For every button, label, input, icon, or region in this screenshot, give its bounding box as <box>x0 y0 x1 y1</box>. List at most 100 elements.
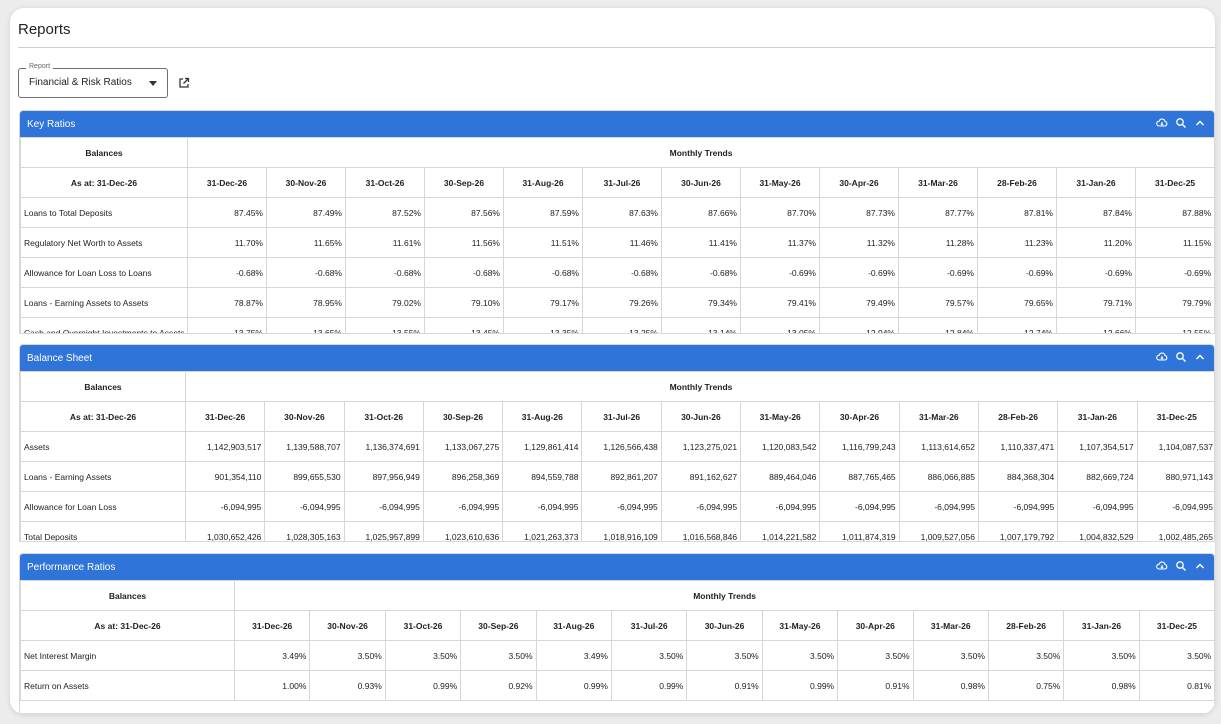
table-cell: 13.45% <box>424 317 504 333</box>
panel-title[interactable]: Balance Sheet <box>27 353 93 364</box>
column-header-date[interactable]: 28-Feb-26 <box>987 610 1065 641</box>
table-cell: 1.00% <box>233 670 311 701</box>
table-cell: 13.75% <box>187 317 267 333</box>
table-cell: 3.50% <box>460 640 537 671</box>
column-header-date[interactable]: 30-Jun-26 <box>660 401 742 432</box>
column-header-date[interactable]: 31-Aug-26 <box>503 167 583 198</box>
column-header-date[interactable]: 31-Jan-26 <box>1057 401 1138 432</box>
column-header-date[interactable]: 31-Aug-26 <box>502 401 583 432</box>
column-header-date[interactable]: 30-Jun-26 <box>661 167 741 198</box>
column-header-date[interactable]: 31-Oct-26 <box>384 610 462 641</box>
column-header-date[interactable]: 31-Oct-26 <box>343 401 424 432</box>
column-header-date[interactable]: 31-Jul-26 <box>610 610 688 641</box>
column-header-date[interactable]: 31-Jul-26 <box>582 167 662 198</box>
panel-key-ratios: Key Ratios Balances Monthly Trends As at: … <box>19 110 1215 334</box>
column-header-date[interactable]: 31-Dec-25 <box>1134 167 1214 198</box>
table-cell: -6,094,995 <box>660 491 742 522</box>
table-cell: 3.50% <box>610 640 688 671</box>
table-cell: 3.50% <box>837 640 914 671</box>
panel-title[interactable]: Performance Ratios <box>27 562 116 573</box>
table-cell: 13.55% <box>345 317 425 333</box>
cloud-download-icon[interactable] <box>1156 351 1168 363</box>
table-cell: 1,139,588,707 <box>264 431 345 462</box>
search-icon[interactable] <box>1175 117 1187 129</box>
table-cell: -0.69% <box>1056 257 1136 288</box>
column-header-date[interactable]: 31-Mar-26 <box>898 401 979 432</box>
table-row: Loans - Earning Assets to Assets 78.87% 78… <box>20 287 1214 318</box>
column-header-date[interactable]: 31-Dec-26 <box>187 167 267 198</box>
column-header-date[interactable]: 30-Nov-26 <box>266 167 346 198</box>
column-header-date[interactable]: 28-Feb-26 <box>977 167 1057 198</box>
table-cell: 0.98% <box>1063 670 1140 701</box>
table-cell: 3.50% <box>912 640 989 671</box>
table-cell: 11.32% <box>819 227 899 258</box>
column-header-date[interactable]: 30-Sep-26 <box>424 167 504 198</box>
column-header-date[interactable]: 30-Apr-26 <box>819 167 899 198</box>
column-header-date[interactable]: 31-Mar-26 <box>912 610 989 641</box>
header-row: Balances Monthly Trends <box>20 580 1214 611</box>
column-header-date[interactable]: 31-Dec-25 <box>1138 610 1214 641</box>
table-cell: 11.51% <box>503 227 583 258</box>
column-header-date[interactable]: 31-Aug-26 <box>535 610 612 641</box>
column-header-date[interactable]: 31-Dec-25 <box>1136 401 1214 432</box>
column-header-date[interactable]: 31-May-26 <box>761 610 839 641</box>
cloud-download-icon[interactable] <box>1156 117 1168 129</box>
panel-header: Key Ratios <box>20 111 1214 137</box>
table-cell: 0.93% <box>309 670 386 701</box>
table-cell: 1,123,275,021 <box>660 431 742 462</box>
column-header-date[interactable]: 28-Feb-26 <box>977 401 1059 432</box>
column-header-date[interactable]: 31-Mar-26 <box>898 167 978 198</box>
column-header-date[interactable]: 30-Apr-26 <box>837 610 914 641</box>
table-cell: -0.68% <box>345 257 425 288</box>
column-header-date[interactable]: 31-Jan-26 <box>1056 167 1136 198</box>
panel-performance-ratios: Performance Ratios Balances Monthly Trend… <box>19 553 1215 714</box>
chevron-down-icon <box>149 81 157 86</box>
column-header-date[interactable]: 30-Nov-26 <box>264 401 345 432</box>
column-header-date[interactable]: 30-Sep-26 <box>422 401 504 432</box>
table-cell: 13.35% <box>503 317 583 333</box>
date-header-row: As at: 31-Dec-26 31-Dec-26 30-Nov-26 31-Oct… <box>20 401 1214 432</box>
column-header-date[interactable]: 31-May-26 <box>740 401 821 432</box>
search-icon[interactable] <box>1175 560 1187 572</box>
chevron-up-icon[interactable] <box>1194 351 1206 363</box>
table-cell: 13.65% <box>266 317 346 333</box>
chevron-up-icon[interactable] <box>1194 117 1206 129</box>
chevron-up-icon[interactable] <box>1194 560 1206 572</box>
table-cell: 79.41% <box>740 287 820 318</box>
table-cell: 87.73% <box>819 197 899 228</box>
page-title: Reports <box>18 21 71 38</box>
column-header-date[interactable]: 31-May-26 <box>740 167 820 198</box>
cloud-download-icon[interactable] <box>1156 560 1168 572</box>
column-header-date[interactable]: 31-Jul-26 <box>581 401 662 432</box>
table-cell: 884,368,304 <box>977 461 1059 492</box>
panel-title[interactable]: Key Ratios <box>27 119 76 130</box>
table-row: Net Interest Margin 3.49% 3.50% 3.50% 3.50% 3… <box>20 640 1214 671</box>
column-header-date[interactable]: 30-Apr-26 <box>819 401 900 432</box>
search-icon[interactable] <box>1175 351 1187 363</box>
row-label: Regulatory Net Worth to Assets <box>20 227 188 258</box>
reports-card: Reports Report Financial & Risk Ratios K… <box>10 8 1215 714</box>
column-header-date[interactable]: 31-Oct-26 <box>345 167 425 198</box>
table-cell: 1,142,903,517 <box>184 431 266 462</box>
column-header-date[interactable]: 30-Jun-26 <box>686 610 763 641</box>
table-cell: 887,765,465 <box>819 461 900 492</box>
column-header-date[interactable]: 30-Nov-26 <box>309 610 386 641</box>
table-cell: 87.52% <box>345 197 425 228</box>
table-cell: 0.75% <box>987 670 1065 701</box>
as-at-header: As at: 31-Dec-26 <box>20 610 235 641</box>
column-header-date[interactable]: 30-Sep-26 <box>460 610 537 641</box>
table-cell: 891,162,627 <box>660 461 742 492</box>
column-header-date[interactable]: 31-Dec-26 <box>184 401 266 432</box>
table-cell: 1,030,652,426 <box>184 521 266 541</box>
open-in-new-icon[interactable] <box>178 77 190 89</box>
row-label: Return on Assets <box>20 670 235 701</box>
table-cell: 11.28% <box>898 227 978 258</box>
column-header-date[interactable]: 31-Dec-26 <box>233 610 311 641</box>
as-at-header: As at: 31-Dec-26 <box>20 167 188 198</box>
title-divider <box>18 47 1215 48</box>
table-cell: 87.56% <box>424 197 504 228</box>
table-cell: 79.02% <box>345 287 425 318</box>
column-header-date[interactable]: 31-Jan-26 <box>1063 610 1140 641</box>
table-cell: 11.46% <box>582 227 662 258</box>
report-select[interactable]: Report Financial & Risk Ratios <box>18 63 168 98</box>
